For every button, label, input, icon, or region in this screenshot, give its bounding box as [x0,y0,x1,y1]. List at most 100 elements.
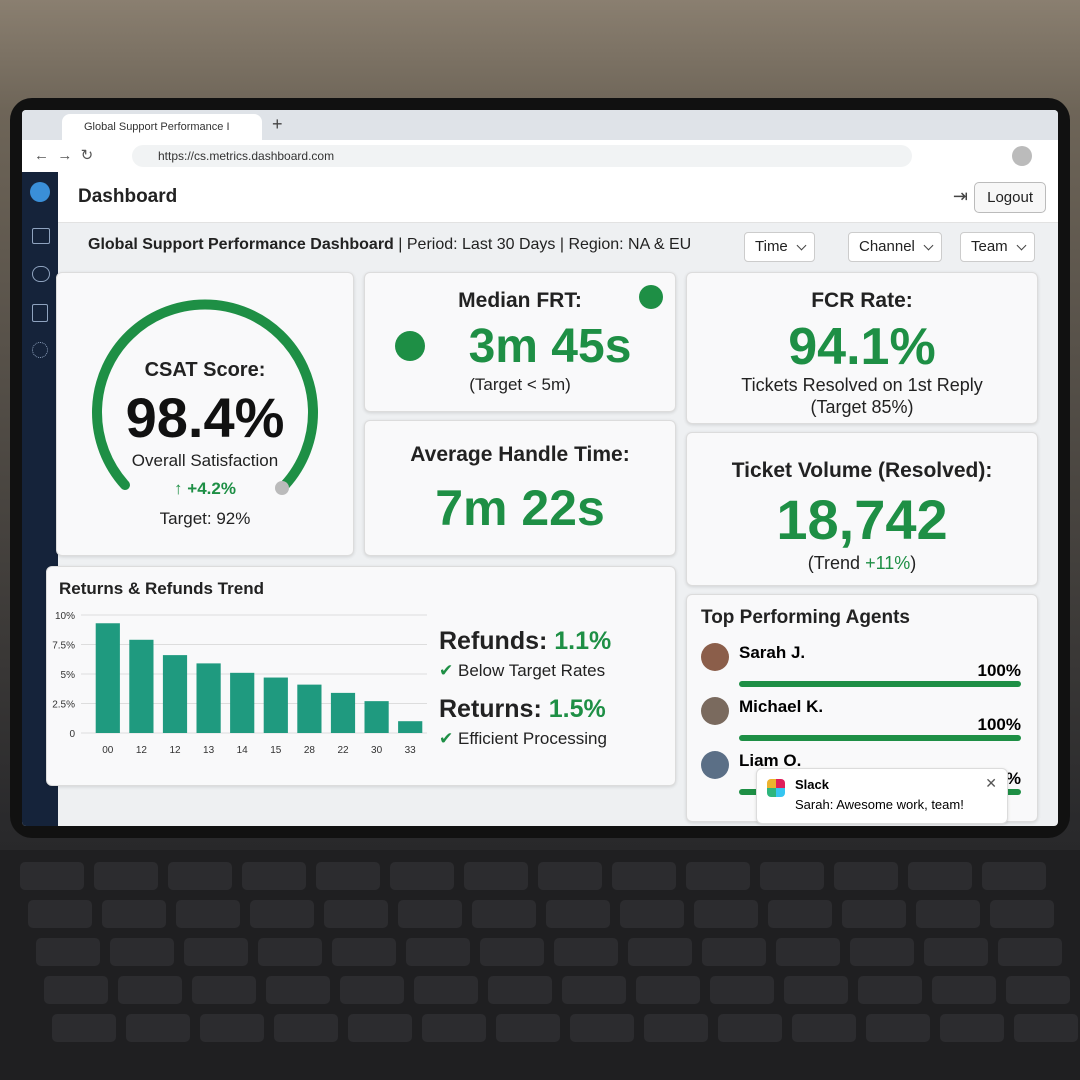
agent-score: 100% [977,661,1021,680]
key [768,900,832,928]
x-tick-label: 12 [136,745,148,756]
volume-label: Ticket Volume (Resolved): [731,459,993,482]
frt-value: 3m 45s [468,320,632,373]
exit-icon[interactable]: ⇥ [952,186,968,206]
key [538,862,602,890]
key [940,1014,1004,1042]
agent-bar [739,681,1021,687]
frt-target: (Target < 5m) [469,375,571,394]
key [184,938,248,966]
nav-reports[interactable] [32,304,48,322]
page-title: Global Support Performance Dashboard | P… [88,236,691,254]
agent-name: Liam O. [739,751,802,770]
nav-home[interactable] [32,228,50,244]
browser-tab[interactable]: Global Support Performance I [62,114,262,140]
trend-value: +11% [865,553,911,573]
filter-team[interactable]: Team [960,232,1035,262]
logo [30,182,50,202]
key [422,1014,486,1042]
fcr-card: FCR Rate: 94.1% Tickets Resolved on 1st … [686,272,1038,424]
app-header: Dashboard ⇥ Logout [58,172,1058,223]
nav-buttons[interactable]: ← → ↻ [34,147,94,164]
key [266,976,330,1004]
bar [398,721,423,733]
key [250,900,314,928]
nav-users[interactable] [32,266,50,282]
x-tick-label: 30 [371,745,383,756]
y-tick-label: 5% [61,670,76,681]
key [908,862,972,890]
bar-chart: 10%7.5%5%2.5%000 12 12 13 14 15 28 22 30 33 [52,611,427,756]
csat-gauge [92,299,318,495]
bar [330,692,356,733]
trend-label: (Trend [807,553,861,573]
returns-label: Returns: [439,695,542,723]
slack-notification[interactable]: Slack Sarah: Awesome work, team! ✕ [756,768,1008,824]
returns-value: 1.5% [548,695,606,723]
key [636,976,700,1004]
frt-label: Median FRT: [458,289,582,312]
volume-value: 18,742 [776,488,948,551]
filter-time[interactable]: Time [744,232,815,262]
agent-row: Michael K. 100% [701,695,1021,741]
key [200,1014,264,1042]
key [710,976,774,1004]
key [784,976,848,1004]
check-icon: ✔ [439,661,454,680]
key [242,862,306,890]
agents-title: Top Performing Agents [701,607,910,628]
key [340,976,404,1004]
address-bar: ← → ↻ https://cs.metrics.dashboard.com [22,140,1058,173]
key [488,976,552,1004]
slack-icon [767,779,785,797]
bar [263,677,288,733]
key [686,862,750,890]
key [916,900,980,928]
clock-icon [395,331,425,361]
csat-target: Target: 92% [159,509,251,528]
profile[interactable] [1012,146,1032,166]
gauge-arc [92,299,318,490]
key [776,938,840,966]
key [36,938,100,966]
trend-card: Returns & Refunds Trend 10% 7.5% 5% 2.5% 0 00… [46,566,676,786]
key [126,1014,190,1042]
agent-score: 100% [977,715,1021,734]
url[interactable]: https://cs.metrics.dashboard.com [132,145,912,167]
key [464,862,528,890]
key [176,900,240,928]
tab-bar: Global Support Performance I + [22,110,1058,140]
close-button[interactable]: ✕ [985,775,997,791]
key [324,900,388,928]
x-tick-label: 13 [203,745,215,756]
key [192,976,256,1004]
frt-badge [639,285,663,309]
fcr-caption: Tickets Resolved on 1st Reply [741,375,983,395]
nav-settings[interactable] [32,342,48,358]
x-tick-label: 15 [270,745,282,756]
new-tab[interactable]: + [272,114,283,134]
key [842,900,906,928]
avatar [701,697,729,725]
key [694,900,758,928]
csat-label: CSAT Score: [144,359,266,381]
x-tick-label: 22 [337,745,349,756]
key [702,938,766,966]
fcr-label: FCR Rate: [811,289,913,312]
key [118,976,182,1004]
frt-card: Median FRT: 3m 45s (Target < 5m) [364,272,676,412]
bar [230,672,255,733]
key [258,938,322,966]
key [20,862,84,890]
period-region: | Period: Last 30 Days | Region: NA & EU [398,236,692,253]
keyboard [0,850,1080,1080]
x-tick-label: 28 [304,745,316,756]
bar [95,623,120,733]
filter-channel[interactable]: Channel [848,232,942,262]
key [858,976,922,1004]
logout-button[interactable]: Logout [974,182,1046,213]
key [834,862,898,890]
key [998,938,1062,966]
key [102,900,166,928]
agent-name: Sarah J. [739,643,806,662]
